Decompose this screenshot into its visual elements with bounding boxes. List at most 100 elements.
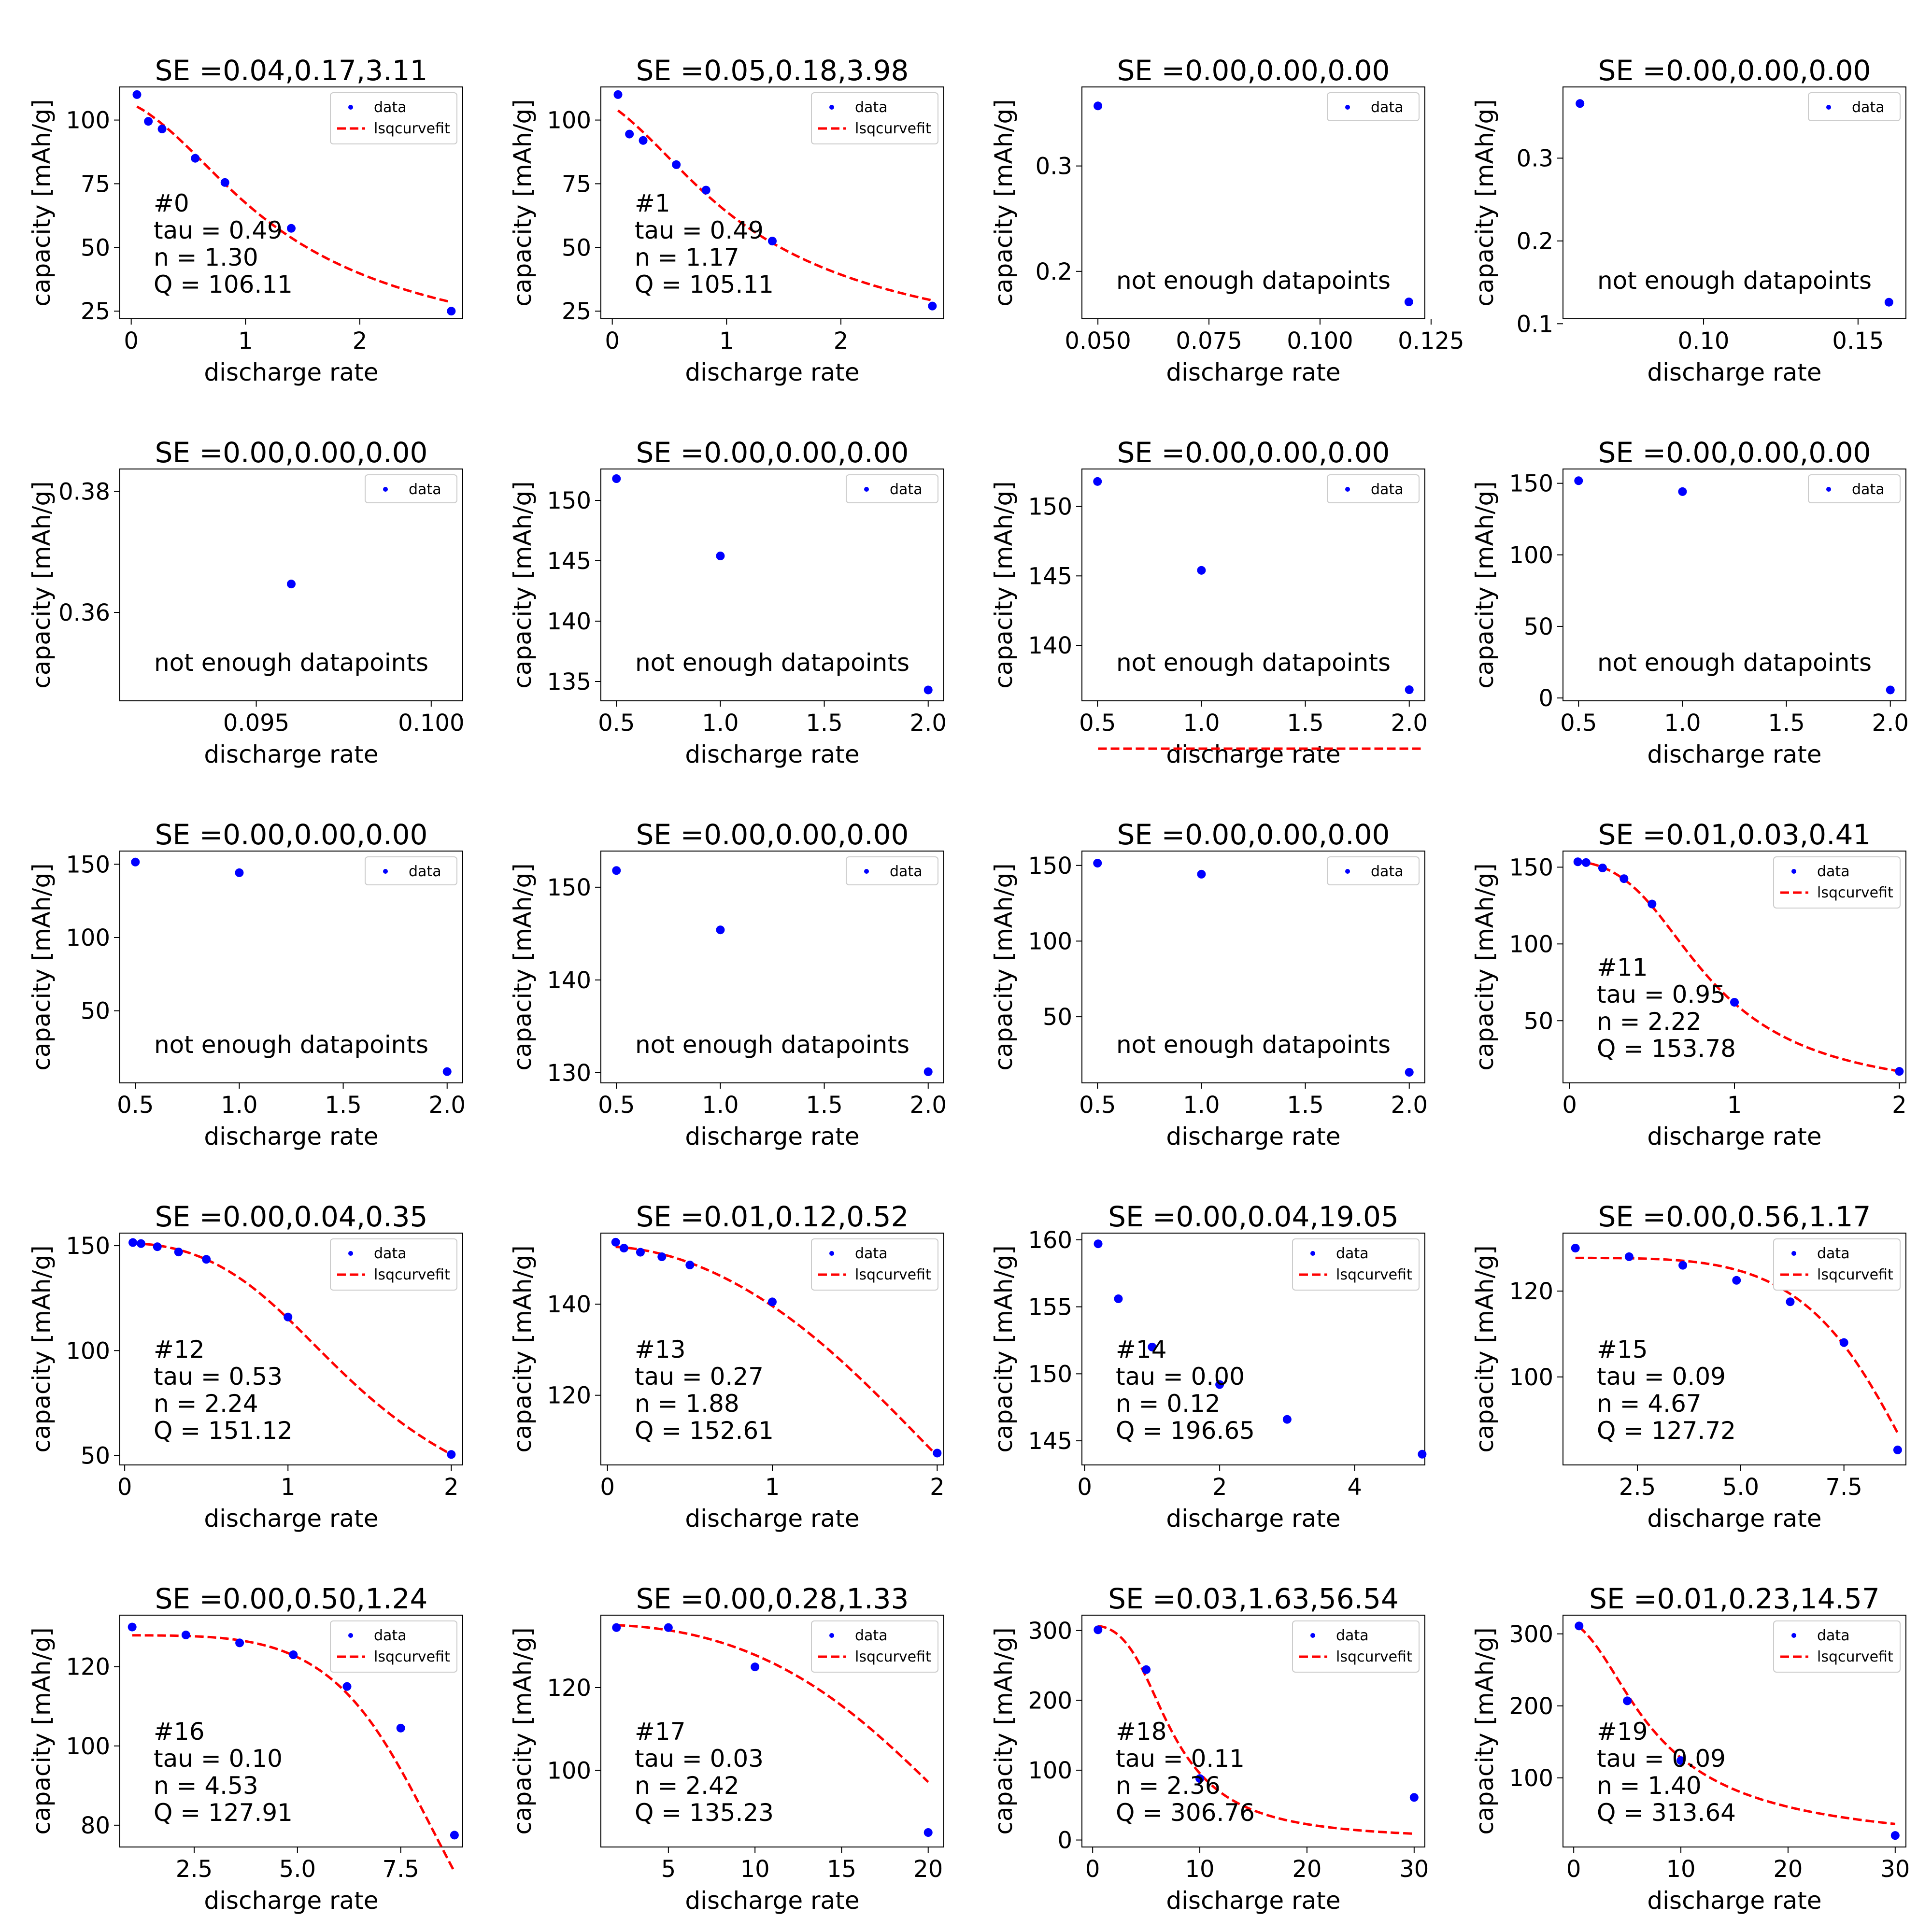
x-tick-label: 0.5 bbox=[1560, 710, 1597, 737]
legend-data-label: data bbox=[1371, 863, 1404, 880]
data-point bbox=[144, 117, 153, 126]
legend-box bbox=[1292, 1238, 1420, 1291]
fit-annotation-line: #0 bbox=[154, 189, 189, 217]
y-tick-label: 100 bbox=[1509, 1765, 1553, 1792]
data-point bbox=[657, 1252, 667, 1262]
data-point bbox=[1195, 1774, 1205, 1783]
x-tick-label: 5.0 bbox=[1722, 1474, 1759, 1501]
subplot-19: SE =0.01,0.23,14.57 0 10 20 30 100 200 300 disch… bbox=[1471, 1582, 1910, 1915]
fit-annotation-line: #18 bbox=[1116, 1718, 1167, 1746]
data-point bbox=[157, 125, 167, 134]
data-point bbox=[131, 857, 140, 867]
y-tick-label: 135 bbox=[547, 668, 591, 696]
data-point bbox=[1197, 869, 1206, 879]
y-tick-label: 100 bbox=[1028, 928, 1072, 955]
x-tick-label: 1.0 bbox=[1183, 1092, 1220, 1119]
y-axis-label: capacity [mAh/g] bbox=[1471, 863, 1499, 1070]
subplot-15: SE =0.00,0.56,1.17 2.5 5.0 7.5 100 120 dischar… bbox=[1471, 1200, 1906, 1533]
axes-frame bbox=[600, 86, 944, 319]
data-point bbox=[287, 224, 296, 233]
x-axis-label: discharge rate bbox=[1166, 1887, 1340, 1915]
not-enough-datapoints-note: not enough datapoints bbox=[1116, 267, 1391, 295]
subplot-title: SE =0.00,0.00,0.00 bbox=[1117, 54, 1390, 87]
x-tick-label: 0.5 bbox=[1079, 710, 1116, 737]
data-point bbox=[1623, 1696, 1632, 1705]
data-point bbox=[1093, 477, 1102, 486]
x-tick-label: 7.5 bbox=[1826, 1474, 1862, 1501]
y-tick-label: 120 bbox=[547, 1675, 591, 1702]
y-tick-label: 50 bbox=[1043, 1004, 1072, 1031]
data-point bbox=[235, 1638, 244, 1648]
x-axis-label: discharge rate bbox=[1166, 1122, 1340, 1151]
subplot-title: SE =0.00,0.04,19.05 bbox=[1108, 1200, 1399, 1233]
axes-frame bbox=[1563, 1615, 1906, 1847]
y-tick-label: 155 bbox=[1028, 1294, 1072, 1321]
fit-annotation-line: #17 bbox=[635, 1718, 686, 1746]
legend-box bbox=[330, 1238, 457, 1291]
x-tick-label: 0.100 bbox=[398, 710, 464, 737]
fit-annotation-line: #11 bbox=[1597, 953, 1648, 981]
legend-data-label: data bbox=[1336, 1245, 1369, 1262]
y-tick-label: 120 bbox=[1509, 1278, 1553, 1305]
y-tick-label: 200 bbox=[1509, 1693, 1553, 1720]
axes-frame bbox=[600, 1615, 944, 1847]
not-enough-datapoints-note: not enough datapoints bbox=[1116, 649, 1391, 677]
data-point bbox=[287, 580, 296, 589]
fit-annotation-line: #12 bbox=[154, 1335, 205, 1364]
x-tick-label: 0 bbox=[1085, 1856, 1100, 1883]
y-axis-label: capacity [mAh/g] bbox=[1471, 481, 1499, 688]
y-tick-label: 100 bbox=[1028, 1757, 1072, 1784]
data-point bbox=[1093, 859, 1102, 868]
subplot-title: SE =0.00,0.00,0.00 bbox=[636, 436, 909, 469]
legend-data-marker bbox=[1310, 1251, 1315, 1256]
data-point bbox=[1786, 1297, 1795, 1307]
legend-data-label: data bbox=[374, 99, 407, 116]
y-tick-label: 100 bbox=[1509, 1364, 1553, 1391]
y-tick-label: 140 bbox=[547, 608, 591, 635]
data-point bbox=[923, 685, 933, 695]
x-tick-label: 0.075 bbox=[1176, 327, 1242, 355]
legend-data-marker bbox=[348, 1633, 353, 1638]
y-tick-label: 0 bbox=[1538, 685, 1553, 712]
y-tick-label: 100 bbox=[66, 1337, 110, 1364]
data-point bbox=[1418, 1449, 1427, 1459]
data-point bbox=[1282, 1415, 1292, 1424]
data-point bbox=[625, 129, 634, 139]
subplot-title: SE =0.00,0.00,0.00 bbox=[1117, 436, 1390, 469]
legend-data-marker bbox=[829, 1251, 834, 1256]
data-point bbox=[933, 1449, 942, 1458]
fit-curve bbox=[1577, 860, 1900, 1073]
y-tick-label: 25 bbox=[81, 298, 110, 325]
x-axis-label: discharge rate bbox=[1166, 740, 1340, 768]
x-tick-label: 2.0 bbox=[1391, 1092, 1428, 1119]
y-axis-label: capacity [mAh/g] bbox=[990, 481, 1018, 688]
subplot-7: SE =0.00,0.00,0.00 0.5 1.0 1.5 2.0 0 50 100 150 d… bbox=[1471, 436, 1909, 768]
data-point bbox=[284, 1312, 293, 1321]
x-tick-label: 2 bbox=[834, 327, 849, 355]
y-tick-label: 0.2 bbox=[1036, 258, 1072, 285]
x-tick-label: 0.15 bbox=[1832, 327, 1884, 355]
legend-data-marker bbox=[348, 1251, 353, 1256]
fit-annotation-line: n = 4.67 bbox=[1597, 1390, 1702, 1418]
subplot-16: SE =0.00,0.50,1.24 2.5 5.0 7.5 80 100 120 disch… bbox=[28, 1582, 463, 1915]
fit-annotation-line: n = 4.53 bbox=[154, 1772, 258, 1800]
y-tick-label: 140 bbox=[1028, 632, 1072, 659]
fit-annotation-line: Q = 105.11 bbox=[635, 270, 774, 298]
legend-fit-label: lsqcurvefit bbox=[1817, 1266, 1893, 1283]
data-point bbox=[751, 1662, 760, 1672]
legend-box bbox=[1327, 474, 1420, 503]
x-tick-label: 20 bbox=[1292, 1856, 1321, 1883]
subplot-18: SE =0.03,1.63,56.540 10 20 300100200300disc… bbox=[990, 1582, 1429, 1915]
x-tick-label: 0.100 bbox=[1287, 327, 1353, 355]
y-axis-label: capacity [mAh/g] bbox=[509, 1245, 537, 1452]
y-tick-label: 140 bbox=[547, 1291, 591, 1318]
data-point bbox=[132, 90, 142, 99]
legend-data-label: data bbox=[409, 863, 441, 880]
legend-data-marker bbox=[864, 869, 869, 874]
subplot-title: SE =0.01,0.23,14.57 bbox=[1589, 1582, 1880, 1615]
data-point bbox=[181, 1631, 190, 1640]
y-tick-label: 50 bbox=[1524, 1008, 1553, 1035]
data-point bbox=[612, 866, 621, 875]
fit-annotation-line: tau = 0.09 bbox=[1597, 1363, 1726, 1391]
x-tick-label: 0.5 bbox=[598, 1092, 635, 1119]
